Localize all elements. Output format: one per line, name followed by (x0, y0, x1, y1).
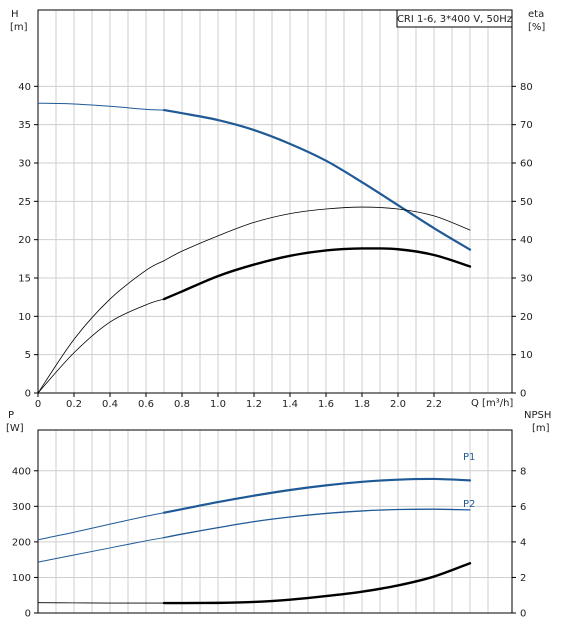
left-tick-label: 5 (25, 350, 31, 361)
right-tick-label: 80 (520, 82, 533, 93)
x-tick-label: 0.2 (66, 399, 82, 410)
top-left-axis-label-line2: [m] (10, 22, 28, 33)
series-2-curve-operating (162, 562, 472, 605)
x-tick-label: 0.8 (174, 399, 190, 410)
right-tick-label: 4 (520, 537, 526, 548)
right-tick-label: 8 (520, 466, 526, 477)
right-tick-label: 0 (520, 609, 526, 620)
right-tick-label: 30 (520, 274, 533, 285)
top-left-axis-ticks: 0 5 10 15 20 25 30 35 40 (18, 82, 38, 400)
left-tick-label: 35 (18, 120, 31, 131)
bottom-left-axis-label-line2: [W] (6, 423, 24, 434)
right-tick-label: 70 (520, 120, 533, 131)
chart-title-box (396, 9, 513, 28)
right-tick-label: 40 (520, 235, 533, 246)
left-tick-label: 300 (12, 502, 31, 513)
p1-curve-extended (37, 512, 165, 541)
left-tick-label: 400 (12, 466, 31, 477)
series-label-p1: P1 (463, 452, 475, 463)
series-2-curve-extended (37, 298, 165, 394)
series-1-curve-extended (37, 260, 165, 394)
top-right-axis-label-line1: eta (528, 9, 544, 20)
x-tick-label: 0.6 (138, 399, 154, 410)
left-tick-label: 100 (12, 573, 31, 584)
left-tick-label: 15 (18, 274, 31, 285)
x-tick-label: 1.4 (282, 399, 298, 410)
left-tick-label: 0 (25, 609, 31, 620)
top-gridlines (38, 10, 512, 393)
left-tick-label: 200 (12, 537, 31, 548)
series-label-p2: P2 (463, 499, 475, 510)
top-left-axis-label-line1: H (11, 9, 19, 20)
x-tick-label: 2.0 (390, 399, 406, 410)
right-tick-label: 50 (520, 197, 533, 208)
series-0-curve-operating (162, 109, 472, 251)
left-tick-label: 25 (18, 197, 31, 208)
x-tick-label: 1.2 (246, 399, 262, 410)
bottom-right-axis-ticks: 0 2 4 6 8 (512, 466, 526, 620)
p2-curve-operating (163, 508, 471, 539)
left-tick-label: 0 (25, 389, 31, 400)
top-right-axis-ticks: 0 10 20 30 40 50 60 70 80 (512, 82, 533, 400)
power-npsh-plot: 0 100 200 300 400 0 2 4 6 8 P [W] NPSH [m] P1 P2 (6, 410, 551, 620)
series-0-curve-extended (37, 102, 165, 111)
right-tick-label: 20 (520, 312, 533, 323)
left-tick-label: 30 (18, 159, 31, 170)
x-tick-label: 1.8 (354, 399, 370, 410)
bottom-curves (37, 477, 472, 605)
bottom-left-axis-ticks: 0 100 200 300 400 (12, 466, 38, 620)
left-tick-label: 20 (18, 235, 31, 246)
series-2-curve-operating (162, 247, 472, 301)
x-tick-label: 1.0 (210, 399, 226, 410)
top-curves (37, 102, 472, 394)
left-tick-label: 40 (18, 82, 31, 93)
bottom-right-axis-label-line2: [m] (532, 423, 550, 434)
p1-curve-operating (162, 477, 472, 514)
chart-title: CRI 1-6, 3*400 V, 50Hz (397, 14, 512, 25)
x-tick-label: 1.6 (318, 399, 334, 410)
right-tick-label: 60 (520, 159, 533, 170)
x-axis-label: Q [m³/h] (471, 398, 513, 409)
right-tick-label: 10 (520, 350, 533, 361)
top-right-axis-label-line2: [%] (528, 22, 545, 33)
bottom-left-axis-label-line1: P (8, 410, 14, 421)
right-tick-label: 2 (520, 573, 526, 584)
x-tick-label: 0.4 (102, 399, 118, 410)
series-1-curve-operating (163, 206, 471, 262)
left-tick-label: 10 (18, 312, 31, 323)
x-tick-label: 2.2 (426, 399, 442, 410)
x-tick-label: 0 (35, 399, 41, 410)
bottom-gridlines (38, 430, 512, 613)
right-tick-label: 6 (520, 502, 526, 513)
bottom-right-axis-label-line1: NPSH (524, 410, 551, 421)
bottom-plot-frame (37, 429, 513, 614)
right-tick-label: 0 (520, 389, 526, 400)
top-x-axis-ticks: 0 0.2 0.4 0.6 0.8 1.0 1.2 1.4 1.6 1.8 2.0 2.2 (35, 393, 442, 410)
p2-curve-extended (37, 537, 165, 563)
